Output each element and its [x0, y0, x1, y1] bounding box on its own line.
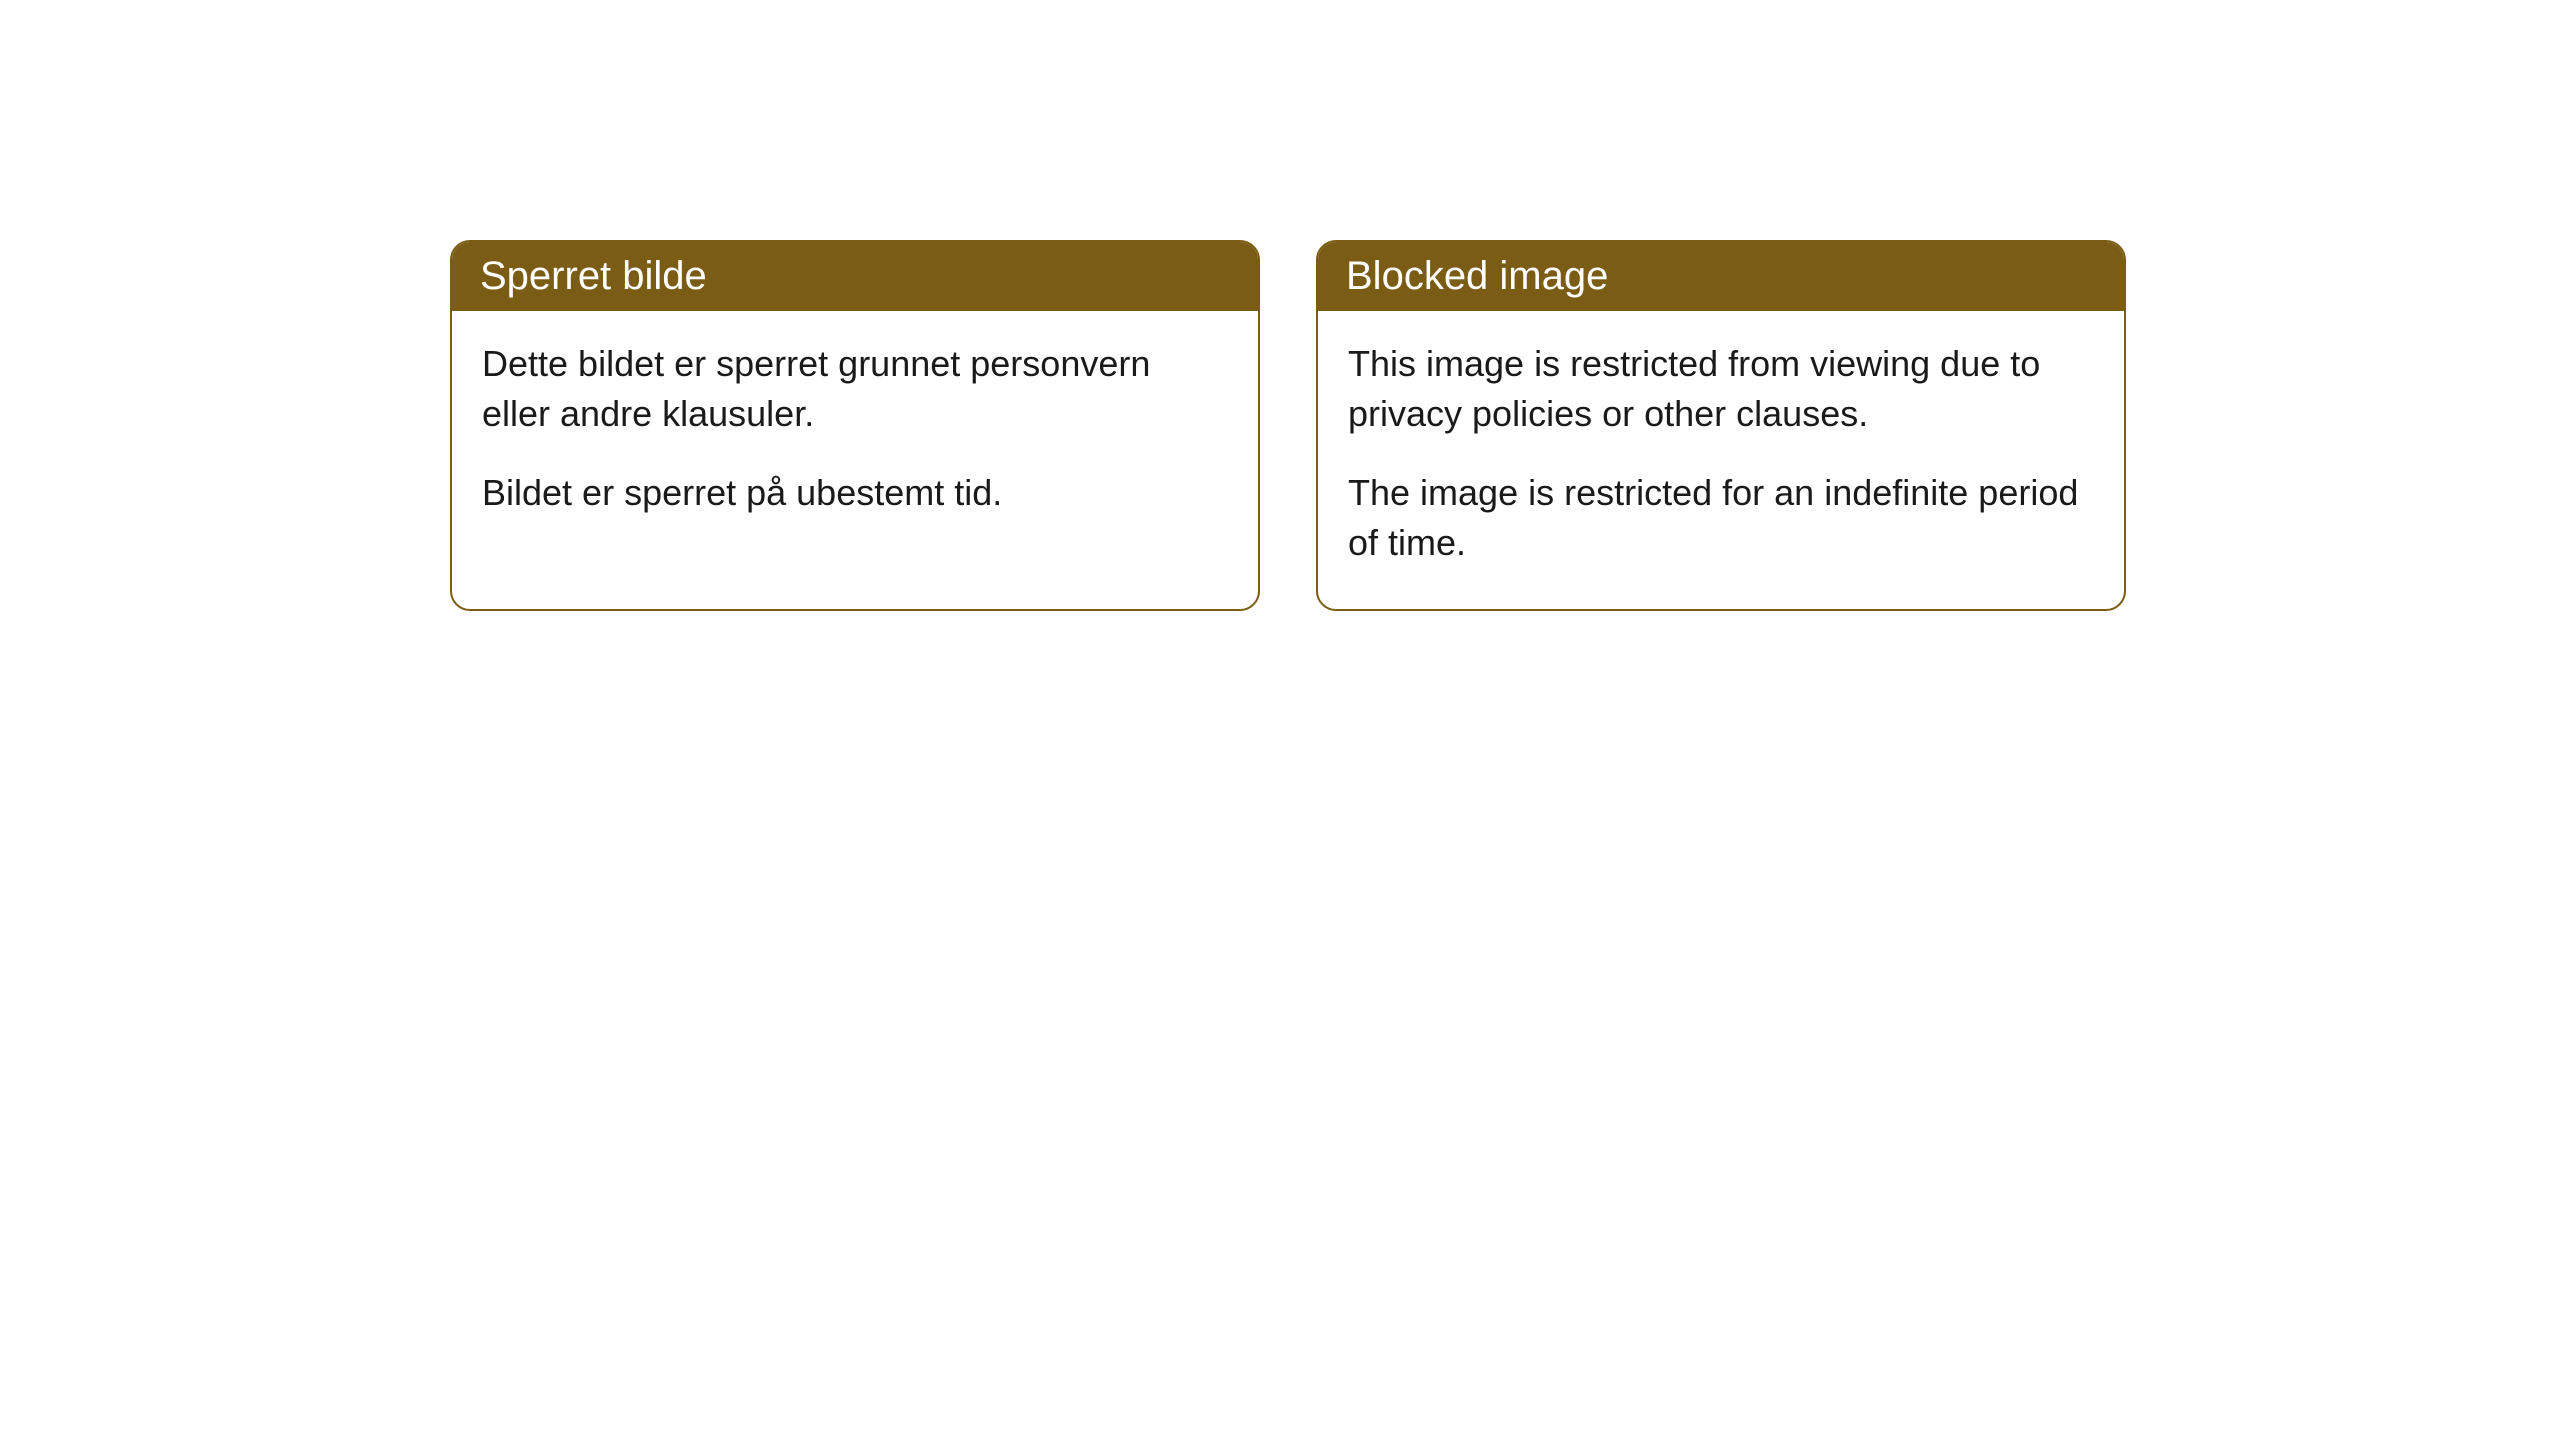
notice-card-english: Blocked image This image is restricted f… — [1316, 240, 2126, 611]
card-body: This image is restricted from viewing du… — [1318, 311, 2124, 609]
notice-cards-container: Sperret bilde Dette bildet er sperret gr… — [450, 240, 2126, 611]
card-header: Sperret bilde — [452, 242, 1258, 311]
card-title: Blocked image — [1346, 254, 1608, 298]
card-paragraph: Bildet er sperret på ubestemt tid. — [482, 468, 1228, 518]
card-body: Dette bildet er sperret grunnet personve… — [452, 311, 1258, 558]
card-title: Sperret bilde — [480, 254, 707, 298]
card-paragraph: Dette bildet er sperret grunnet personve… — [482, 339, 1228, 440]
card-paragraph: The image is restricted for an indefinit… — [1348, 468, 2094, 569]
card-header: Blocked image — [1318, 242, 2124, 311]
card-paragraph: This image is restricted from viewing du… — [1348, 339, 2094, 440]
notice-card-norwegian: Sperret bilde Dette bildet er sperret gr… — [450, 240, 1260, 611]
